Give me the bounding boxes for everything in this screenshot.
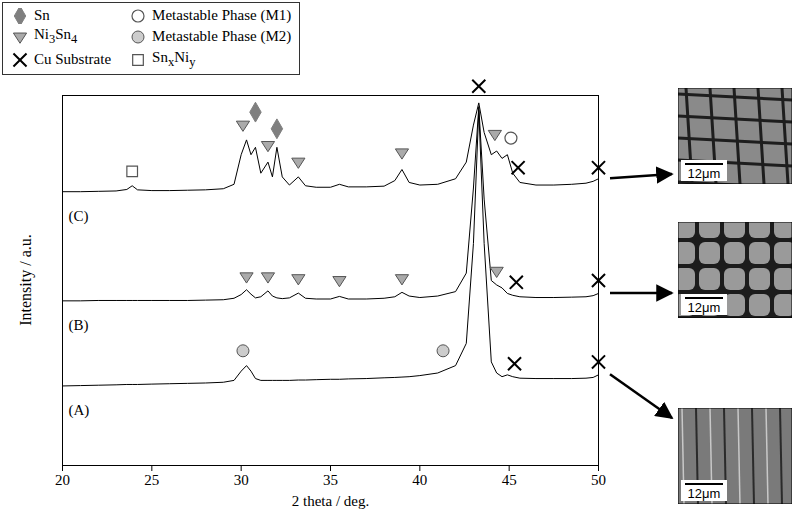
svg-text:(C): (C) bbox=[69, 208, 89, 225]
svg-text:(A): (A) bbox=[69, 402, 90, 419]
svg-text:12μm: 12μm bbox=[688, 166, 721, 181]
svg-text:12μm: 12μm bbox=[688, 300, 721, 315]
html-text:Cu Substrate: Cu Substrate bbox=[34, 51, 112, 67]
svg-text:20: 20 bbox=[55, 472, 70, 488]
svg-text:45: 45 bbox=[502, 472, 517, 488]
svg-text:50: 50 bbox=[591, 472, 606, 488]
svg-text:(B): (B) bbox=[69, 317, 89, 334]
html-text:Sn: Sn bbox=[34, 7, 50, 23]
svg-text:2 theta / deg.: 2 theta / deg. bbox=[292, 493, 369, 509]
html-text:SnxNiy: SnxNiy bbox=[152, 49, 196, 69]
html-text:Metastable Phase (M1): Metastable Phase (M1) bbox=[152, 7, 292, 23]
svg-text:30: 30 bbox=[234, 472, 249, 488]
svg-text:35: 35 bbox=[323, 472, 338, 488]
svg-text:12μm: 12μm bbox=[688, 486, 721, 501]
html-text:Intensity / a.u.: Intensity / a.u. bbox=[17, 234, 34, 326]
svg-text:40: 40 bbox=[412, 472, 427, 488]
html-text:Metastable Phase (M2): Metastable Phase (M2) bbox=[152, 28, 292, 44]
html-text:Ni3Sn4: Ni3Sn4 bbox=[34, 26, 78, 46]
svg-text:25: 25 bbox=[144, 472, 159, 488]
